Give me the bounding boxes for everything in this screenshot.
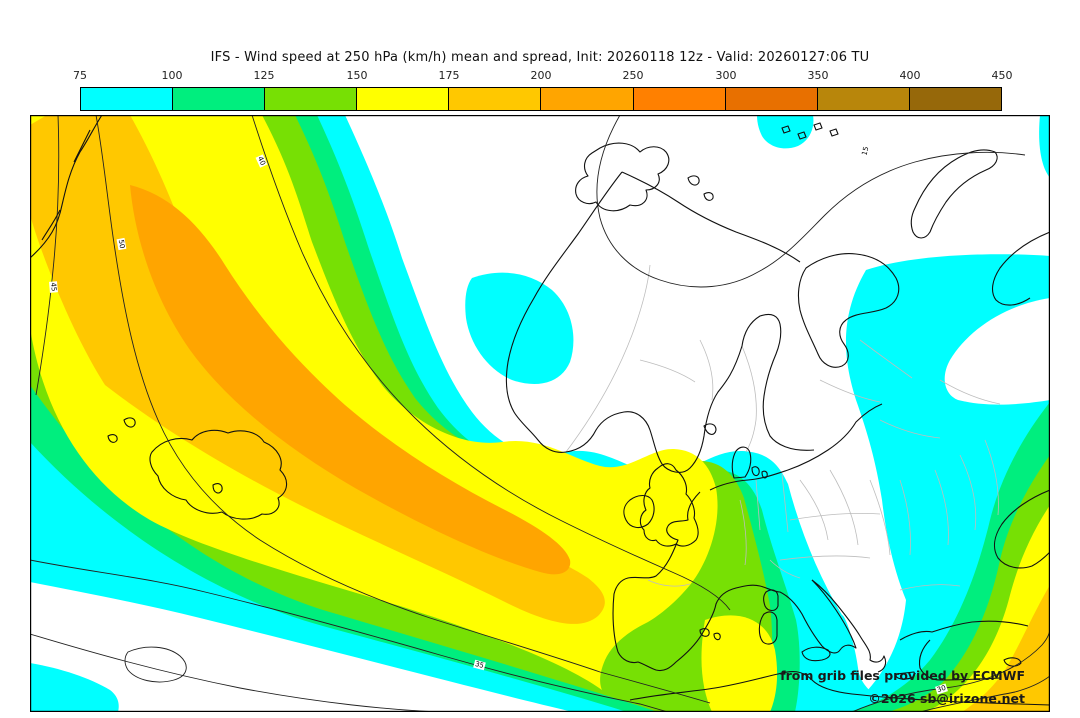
- colorbar-tick: 125: [253, 69, 275, 82]
- colorbar-legend: [80, 87, 1002, 111]
- colorbar-segment: [725, 88, 818, 110]
- colorbar-tick: 200: [530, 69, 552, 82]
- colorbar-segment: [817, 88, 910, 110]
- colorbar-segment: [81, 88, 174, 110]
- wind-speed-fill-bands: [30, 115, 1050, 712]
- colorbar-segment: [265, 88, 358, 110]
- colorbar-segment: [541, 88, 634, 110]
- credit-copyright: ©2026 sb@irizone.net: [868, 691, 1025, 706]
- colorbar-segment: [449, 88, 542, 110]
- colorbar-tick: 450: [991, 69, 1013, 82]
- map-canvas: [30, 115, 1050, 712]
- map-border: [30, 115, 1050, 712]
- colorbar-tick: 400: [899, 69, 921, 82]
- colorbar-tick: 350: [807, 69, 829, 82]
- weather-map: 50 45 40 15 35 30: [30, 115, 1050, 712]
- credit-ecmwf: from grib files provided by ECMWF: [780, 668, 1025, 683]
- colorbar-segment: [173, 88, 266, 110]
- colorbar-tick: 300: [715, 69, 737, 82]
- colorbar-tick: 175: [438, 69, 460, 82]
- colorbar-tick: 250: [622, 69, 644, 82]
- country-borders: [565, 264, 1001, 591]
- contour-label: 45: [49, 281, 58, 293]
- page-title: IFS - Wind speed at 250 hPa (km/h) mean …: [210, 50, 870, 65]
- colorbar-tick: 75: [73, 69, 87, 82]
- low-wind-wedge: [944, 298, 1050, 405]
- colorbar-segment: [909, 88, 1001, 110]
- colorbar-segment: [357, 88, 450, 110]
- coastlines: [30, 115, 1050, 706]
- colorbar-segment: [633, 88, 726, 110]
- colorbar-tick: 150: [346, 69, 368, 82]
- colorbar-tick: 100: [161, 69, 183, 82]
- colorbar-tick-row: 75 100 125 150 175 200 250 300 350 400 4…: [0, 69, 1080, 83]
- contour-label: 50: [116, 237, 127, 251]
- spread-contours: [30, 115, 1050, 712]
